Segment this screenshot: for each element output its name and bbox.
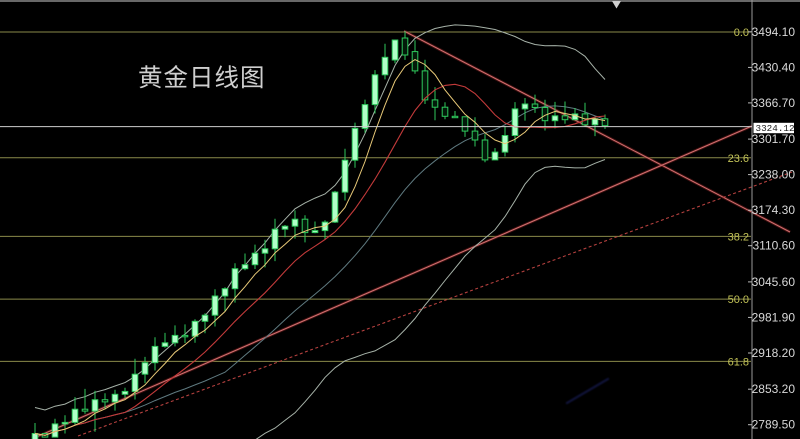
svg-text:3110.60: 3110.60	[753, 239, 796, 253]
svg-text:2789.50: 2789.50	[752, 418, 796, 432]
svg-text:2981.90: 2981.90	[752, 310, 796, 324]
svg-text:3494.10: 3494.10	[752, 25, 796, 39]
svg-text:3238.00: 3238.00	[752, 168, 796, 182]
svg-text:3045.60: 3045.60	[752, 275, 796, 289]
svg-text:3174.30: 3174.30	[752, 203, 796, 217]
svg-text:3324.12: 3324.12	[756, 123, 795, 134]
svg-text:61.8: 61.8	[728, 356, 749, 368]
svg-text:38.2: 38.2	[728, 231, 749, 243]
svg-text:黄金日线图: 黄金日线图	[138, 64, 266, 92]
svg-text:50.0: 50.0	[728, 294, 749, 306]
svg-text:2853.20: 2853.20	[752, 382, 796, 396]
svg-text:0.0: 0.0	[734, 27, 749, 39]
svg-text:3430.40: 3430.40	[752, 60, 796, 74]
svg-text:23.6: 23.6	[728, 153, 749, 165]
svg-text:2918.20: 2918.20	[752, 346, 796, 360]
svg-text:3366.70: 3366.70	[752, 96, 796, 110]
